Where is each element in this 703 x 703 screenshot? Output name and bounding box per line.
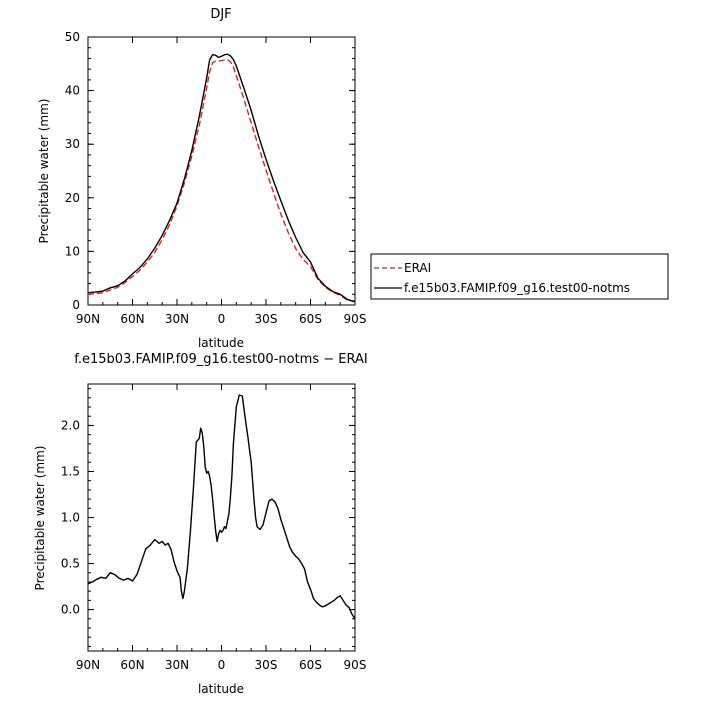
y-tick-label: 50: [65, 30, 80, 44]
x-tick-label: 30S: [255, 658, 278, 672]
x-tick-label: 90S: [344, 312, 367, 326]
y-tick-label: 30: [65, 137, 80, 151]
series-group: [87, 394, 356, 620]
y-tick-label: 20: [65, 191, 80, 205]
series-group: [87, 53, 356, 303]
series-line-0: [87, 58, 356, 302]
y-axis: 0.0 0.5 1.0 1.5 2.0: [61, 388, 355, 647]
x-tick-label: 30S: [255, 312, 278, 326]
chart-title: DJF: [210, 7, 231, 22]
x-axis-label: latitude: [198, 682, 244, 696]
x-tick-label: 90N: [76, 658, 100, 672]
series-line-1: [87, 53, 356, 303]
chart-title: f.e15b03.FAMIP.f09_g16.test00-notms − ER…: [74, 352, 367, 367]
plot-frame: [87, 383, 356, 652]
plot-frame: [87, 36, 356, 306]
y-axis-label: Precipitable water (mm): [37, 99, 51, 244]
y-tick-label: 2.0: [61, 418, 80, 432]
y-tick-label: 1.5: [61, 464, 80, 478]
legend-label-erai: ERAI: [404, 261, 431, 275]
y-tick-label: 40: [65, 84, 80, 98]
x-tick-label: 0: [218, 312, 226, 326]
y-tick-label: 0.5: [61, 557, 80, 571]
y-axis-label: Precipitable water (mm): [33, 446, 47, 591]
y-tick-label: 0.0: [61, 603, 80, 617]
legend: ERAI f.e15b03.FAMIP.f09_g16.test00-notms: [370, 253, 669, 300]
x-tick-label: 60S: [299, 312, 322, 326]
y-tick-label: 10: [65, 244, 80, 258]
x-tick-label: 60N: [120, 658, 144, 672]
x-axis: 90N 60N 30N 0 30S 60S 90S: [76, 37, 367, 326]
x-axis-label: latitude: [198, 336, 244, 350]
x-axis: 90N 60N 30N 0 30S 60S 90S: [76, 384, 367, 672]
chart-difference: f.e15b03.FAMIP.f09_g16.test00-notms − ER…: [33, 352, 368, 696]
y-tick-label: 1.0: [61, 511, 80, 525]
legend-box: [370, 253, 669, 300]
x-tick-label: 90N: [76, 312, 100, 326]
chart-djf: DJF 90N 60N 30N 0 30S 60S 90S 0 10 20 30 40 50 lati…: [37, 7, 669, 350]
x-tick-label: 30N: [165, 312, 189, 326]
x-tick-label: 60N: [120, 312, 144, 326]
legend-label-model: f.e15b03.FAMIP.f09_g16.test00-notms: [404, 281, 630, 295]
y-axis: 0 10 20 30 40 50: [65, 30, 355, 312]
x-tick-label: 60S: [299, 658, 322, 672]
x-tick-label: 30N: [165, 658, 189, 672]
y-tick-label: 0: [72, 298, 80, 312]
series-line-0: [87, 394, 356, 620]
x-tick-label: 0: [218, 658, 226, 672]
x-tick-label: 90S: [344, 658, 367, 672]
